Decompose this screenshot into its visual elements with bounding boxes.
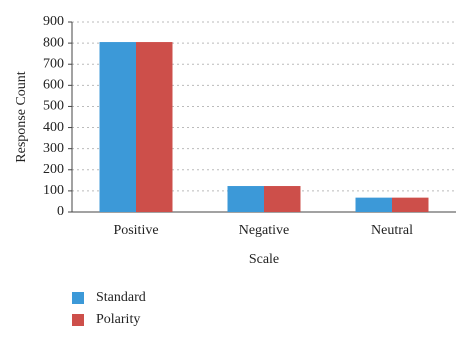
y-tick-label: 400: [43, 120, 64, 135]
bar: [264, 186, 301, 212]
bar: [99, 42, 136, 212]
y-tick-label: 300: [43, 141, 64, 156]
legend-swatch: [72, 292, 84, 304]
y-tick-label: 800: [43, 35, 64, 50]
legend-label: Polarity: [96, 312, 140, 327]
legend-label: Standard: [96, 290, 146, 305]
x-axis-label: Scale: [249, 252, 279, 267]
legend-swatch: [72, 314, 84, 326]
bar: [136, 42, 173, 212]
x-tick-label: Neutral: [371, 223, 413, 238]
y-tick-label: 100: [43, 183, 64, 198]
y-tick-label: 0: [57, 204, 64, 219]
bar: [355, 197, 392, 212]
bar: [392, 197, 429, 212]
bar: [227, 186, 264, 212]
y-tick-label: 900: [43, 14, 64, 29]
y-tick-label: 600: [43, 78, 64, 93]
x-tick-label: Negative: [239, 223, 290, 238]
x-tick-label: Positive: [113, 223, 158, 238]
y-tick-label: 200: [43, 162, 64, 177]
y-tick-label: 500: [43, 99, 64, 114]
y-axis-label: Response Count: [14, 71, 29, 163]
y-tick-label: 700: [43, 56, 64, 71]
